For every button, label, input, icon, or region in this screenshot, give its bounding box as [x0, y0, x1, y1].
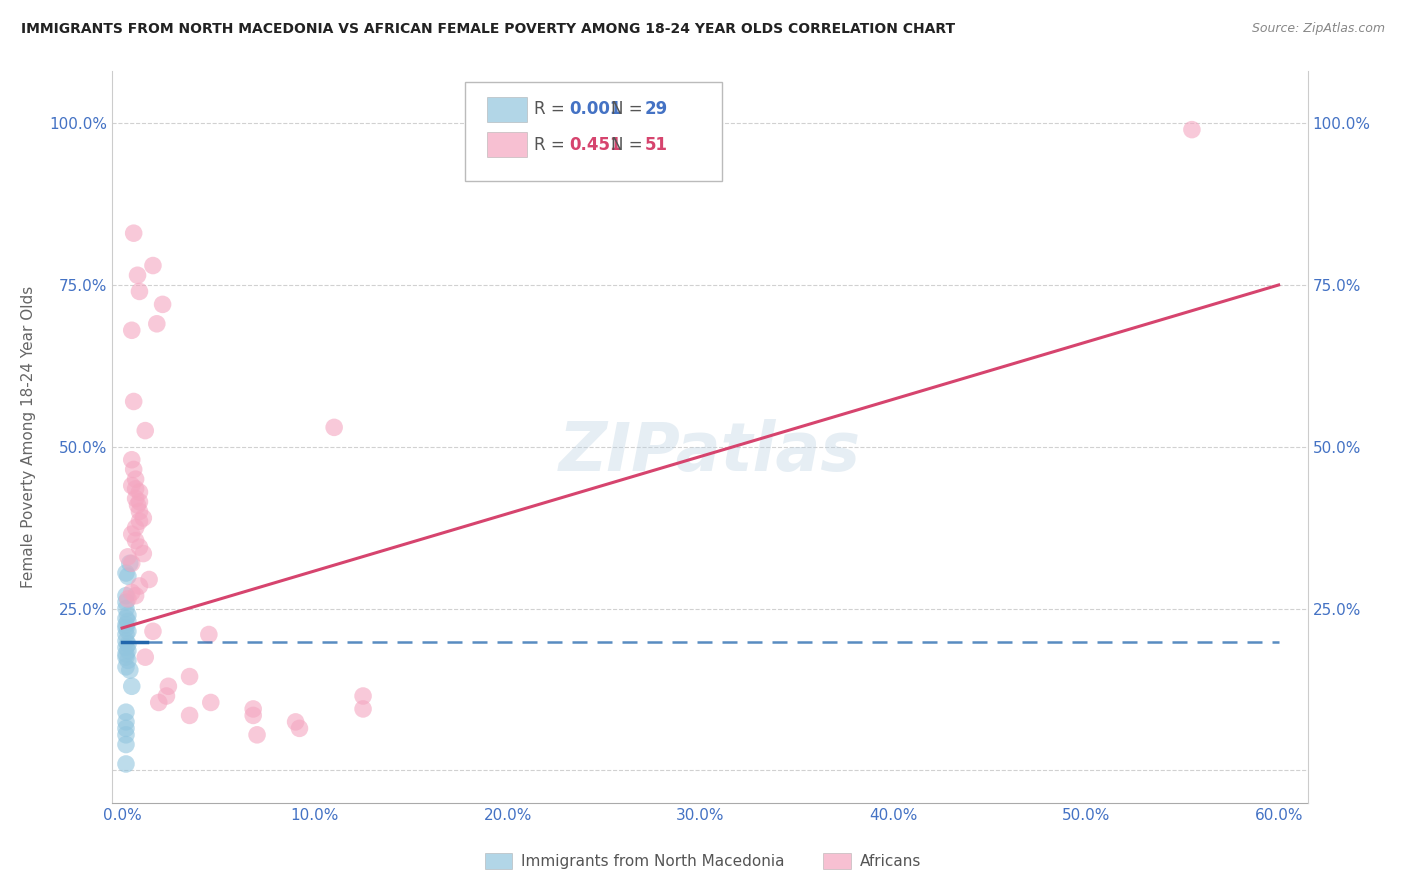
Point	[115, 566, 138, 580]
Point	[121, 527, 143, 541]
Point	[128, 504, 150, 518]
Point	[118, 663, 141, 677]
Point	[115, 714, 138, 729]
Point	[115, 705, 138, 719]
Point	[124, 521, 146, 535]
Point	[117, 653, 139, 667]
Point	[117, 608, 139, 623]
Text: N =: N =	[610, 101, 648, 119]
Point	[122, 226, 145, 240]
Point	[323, 420, 346, 434]
Text: N =: N =	[610, 136, 648, 153]
Text: R =: R =	[534, 101, 571, 119]
Point	[115, 611, 138, 625]
Text: 0.001: 0.001	[569, 101, 621, 119]
Point	[124, 589, 146, 603]
Point	[288, 722, 311, 736]
Point	[155, 689, 177, 703]
Point	[128, 485, 150, 500]
Point	[148, 696, 170, 710]
Point	[121, 585, 143, 599]
Point	[115, 634, 138, 648]
Point	[115, 640, 138, 655]
Point	[115, 621, 138, 635]
Point	[122, 394, 145, 409]
Point	[124, 533, 146, 548]
Text: R =: R =	[534, 136, 571, 153]
Point	[117, 624, 139, 639]
Point	[128, 285, 150, 299]
Point	[118, 557, 141, 571]
Point	[121, 557, 143, 571]
Point	[115, 617, 138, 632]
Point	[117, 637, 139, 651]
FancyBboxPatch shape	[465, 82, 723, 181]
Point	[200, 696, 222, 710]
Point	[128, 540, 150, 554]
Point	[121, 478, 143, 492]
Point	[138, 573, 160, 587]
Point	[115, 738, 138, 752]
Point	[124, 491, 146, 506]
Legend: Immigrants from North Macedonia, Africans: Immigrants from North Macedonia, African…	[478, 847, 928, 875]
Point	[246, 728, 269, 742]
Point	[117, 549, 139, 564]
Point	[242, 702, 264, 716]
Point	[142, 259, 165, 273]
Point	[115, 722, 138, 736]
Point	[115, 650, 138, 665]
Point	[352, 702, 374, 716]
Point	[117, 643, 139, 657]
Point	[115, 601, 138, 615]
Point	[115, 589, 138, 603]
Point	[115, 728, 138, 742]
Point	[242, 708, 264, 723]
Point	[121, 679, 143, 693]
Point	[117, 615, 139, 629]
Point	[115, 595, 138, 609]
Point	[124, 472, 146, 486]
Point	[128, 514, 150, 528]
Text: 0.451: 0.451	[569, 136, 621, 153]
Text: 29: 29	[644, 101, 668, 119]
Text: ZIPatlas: ZIPatlas	[560, 418, 860, 484]
Point	[115, 627, 138, 641]
Point	[152, 297, 174, 311]
Point	[115, 660, 138, 674]
Point	[134, 424, 156, 438]
Point	[115, 756, 138, 771]
Text: IMMIGRANTS FROM NORTH MACEDONIA VS AFRICAN FEMALE POVERTY AMONG 18-24 YEAR OLDS : IMMIGRANTS FROM NORTH MACEDONIA VS AFRIC…	[21, 22, 955, 37]
Point	[157, 679, 180, 693]
Point	[128, 579, 150, 593]
Point	[198, 627, 221, 641]
Y-axis label: Female Poverty Among 18-24 Year Olds: Female Poverty Among 18-24 Year Olds	[21, 286, 35, 588]
Point	[122, 462, 145, 476]
Point	[179, 669, 201, 683]
Point	[352, 689, 374, 703]
Point	[115, 647, 138, 661]
Point	[146, 317, 169, 331]
Point	[117, 569, 139, 583]
Point	[284, 714, 307, 729]
Point	[121, 323, 143, 337]
Point	[117, 591, 139, 606]
Point	[132, 511, 155, 525]
Point	[179, 708, 201, 723]
FancyBboxPatch shape	[486, 132, 527, 157]
Point	[128, 495, 150, 509]
Point	[127, 268, 149, 283]
Text: 51: 51	[644, 136, 668, 153]
Point	[121, 452, 143, 467]
Point	[142, 624, 165, 639]
Text: Source: ZipAtlas.com: Source: ZipAtlas.com	[1251, 22, 1385, 36]
Point	[124, 482, 146, 496]
Point	[132, 547, 155, 561]
Point	[1181, 122, 1204, 136]
Point	[127, 498, 149, 512]
FancyBboxPatch shape	[486, 97, 527, 122]
Point	[134, 650, 156, 665]
